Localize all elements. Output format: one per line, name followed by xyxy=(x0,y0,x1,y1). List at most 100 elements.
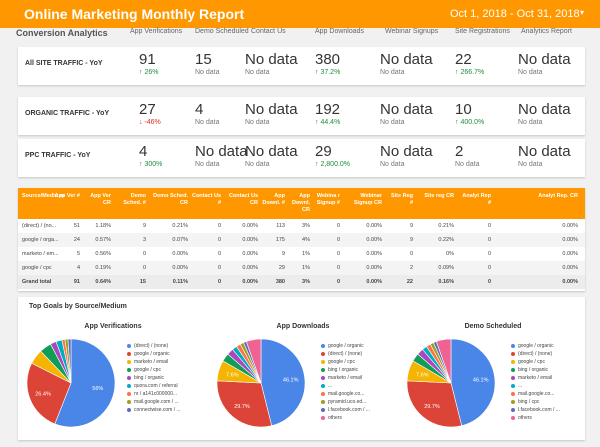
kpi-delta: No data xyxy=(518,161,543,168)
legend-item[interactable]: marketo / email xyxy=(511,375,560,383)
legend-swatch xyxy=(321,376,325,380)
legend-item[interactable]: l.facebook.com / ... xyxy=(321,407,370,415)
table-cell: 0.00% xyxy=(366,279,382,285)
legend-item[interactable]: nr / a141c000000... xyxy=(127,391,181,399)
table-column-header[interactable]: Webina r Signup # xyxy=(316,193,340,206)
legend-item[interactable]: google / organic xyxy=(511,343,560,351)
legend-label: marketo / email xyxy=(134,359,169,365)
legend-item[interactable]: google / cpc xyxy=(321,359,370,367)
table-column-header[interactable]: App Downl. # xyxy=(262,193,285,206)
table-column-header[interactable]: Demo Sched. # xyxy=(123,193,146,206)
table-cell: 0 xyxy=(487,251,491,257)
pie-slice[interactable] xyxy=(435,338,452,384)
pie-slice[interactable] xyxy=(54,338,116,428)
table-column-header[interactable]: App Downl. CR xyxy=(291,193,310,213)
legend-item[interactable]: (direct) / (none) xyxy=(511,351,560,359)
table-cell: 1% xyxy=(302,265,310,271)
table-cell: 0 xyxy=(336,279,340,285)
legend-item[interactable]: (direct) / (none) xyxy=(321,351,370,359)
pie-slice[interactable] xyxy=(260,338,306,427)
legend-item[interactable]: bing / organic xyxy=(127,375,181,383)
pie-slice[interactable] xyxy=(26,362,72,425)
kpi-column-header: Site Registrations xyxy=(455,28,510,35)
legend-label: google / organic xyxy=(518,343,554,349)
table-column-header[interactable]: Site reg CR xyxy=(424,193,454,199)
legend-item[interactable]: mail.google.com / ... xyxy=(127,399,181,407)
legend-item[interactable]: ... xyxy=(321,383,370,391)
pie-slice[interactable] xyxy=(450,338,496,427)
table-cell: 1.18% xyxy=(95,223,111,229)
table-column-header[interactable]: Site Reg # xyxy=(390,193,413,206)
legend-item[interactable]: connectwise.com / ... xyxy=(127,407,181,415)
legend-label: (direct) / (none) xyxy=(328,351,363,357)
kpi-delta: No data xyxy=(518,119,543,126)
legend-item[interactable]: marketo / email xyxy=(321,375,370,383)
table-row: google / cpc 4 0.19% 0 0.00% 0 0.00% 29 1% 0 0.00%… xyxy=(18,261,585,275)
table-column-header[interactable]: Demo Sched. CR xyxy=(153,193,188,206)
kpi-value: 4 xyxy=(195,101,204,118)
kpi-value: No data xyxy=(518,51,571,68)
kpi-scorecard: No data No data xyxy=(518,52,584,77)
goals-title: Top Goals by Source/Medium xyxy=(29,303,127,310)
chevron-down-icon[interactable]: ▾ xyxy=(580,8,585,17)
legend-item[interactable]: google / organic xyxy=(127,351,181,359)
table-cell: 0.11% xyxy=(172,279,188,285)
legend-item[interactable]: bing / organic xyxy=(321,367,370,375)
pie-slice[interactable] xyxy=(245,338,262,384)
table-cell: 0 xyxy=(487,223,491,229)
pie-chart: 56% 26.4% xyxy=(26,338,116,428)
legend-item[interactable]: mail.google.co... xyxy=(511,391,560,399)
table-column-header[interactable]: Source/Mediu m xyxy=(22,193,65,199)
legend-item[interactable]: l.facebook.com / ... xyxy=(511,407,560,415)
table-column-header[interactable]: App Ver CR xyxy=(90,193,111,206)
legend-item[interactable]: google / organic xyxy=(321,343,370,351)
table-column-header[interactable]: Contact Us # xyxy=(191,193,221,206)
legend-swatch xyxy=(511,416,515,420)
table-cell: 0 xyxy=(336,223,340,229)
table-cell: 0.00% xyxy=(562,223,578,229)
pie-legend: google / organic (direct) / (none) google … xyxy=(511,343,560,423)
legend-item[interactable]: google / cpc xyxy=(511,359,560,367)
table-cell: 0 xyxy=(217,237,221,243)
table-cell: google / cpc xyxy=(22,265,52,271)
legend-swatch xyxy=(321,368,325,372)
pie-slice-label: 56% xyxy=(92,386,103,392)
kpi-delta: No data xyxy=(455,161,480,168)
table-cell: 0.00% xyxy=(242,237,258,243)
kpi-scorecard: No data No data xyxy=(518,102,584,127)
table-cell: 4% xyxy=(302,237,310,243)
legend-item[interactable]: mail.google.co... xyxy=(321,391,370,399)
legend-item[interactable]: google / cpc xyxy=(127,367,181,375)
legend-item[interactable]: bing / organic xyxy=(511,367,560,375)
table-cell: Grand total xyxy=(22,279,52,285)
legend-item[interactable]: (direct) / (none) xyxy=(127,343,181,351)
table-column-header[interactable]: App Ver # xyxy=(54,193,80,199)
legend-item[interactable]: bing / cpc xyxy=(511,399,560,407)
legend-item[interactable]: ... xyxy=(511,383,560,391)
table-cell: 0.21% xyxy=(438,223,454,229)
kpi-value: No data xyxy=(518,143,571,160)
table-column-header[interactable]: Contact Us CR xyxy=(228,193,258,206)
legend-item[interactable]: marketo / email xyxy=(127,359,181,367)
legend-label: bing / cpc xyxy=(518,399,540,405)
legend-item[interactable]: quora.com / referral xyxy=(127,383,181,391)
legend-item[interactable]: others xyxy=(511,415,560,423)
pie-slice[interactable] xyxy=(406,380,463,428)
table-column-header[interactable]: Analyt Rep. CR xyxy=(538,193,578,199)
legend-item[interactable]: others xyxy=(321,415,370,423)
pie-chart: 46.1% 29.7% 7.6% xyxy=(406,338,496,428)
legend-label: google / cpc xyxy=(134,367,161,373)
legend-swatch xyxy=(321,408,325,412)
table-cell: 0.00% xyxy=(242,279,258,285)
legend-item[interactable]: pyramid.uco.ed... xyxy=(321,399,370,407)
kpi-value: No data xyxy=(245,101,298,118)
table-row: (direct) / (no... 51 1.18% 9 0.21% 0 0.00% 113 3… xyxy=(18,219,585,233)
date-range-picker[interactable]: Oct 1, 2018 - Oct 31, 2018 xyxy=(450,8,580,20)
table-cell: 113 xyxy=(276,223,285,229)
pie-slice[interactable] xyxy=(216,380,273,428)
kpi-scorecard: 192 ↑ 44.4% xyxy=(315,102,381,127)
table-column-header[interactable]: Analyt Rep # xyxy=(462,193,491,206)
kpi-value: No data xyxy=(518,101,571,118)
pie-slice[interactable] xyxy=(67,338,72,384)
table-column-header[interactable]: Webinar Signup CR xyxy=(353,193,382,206)
